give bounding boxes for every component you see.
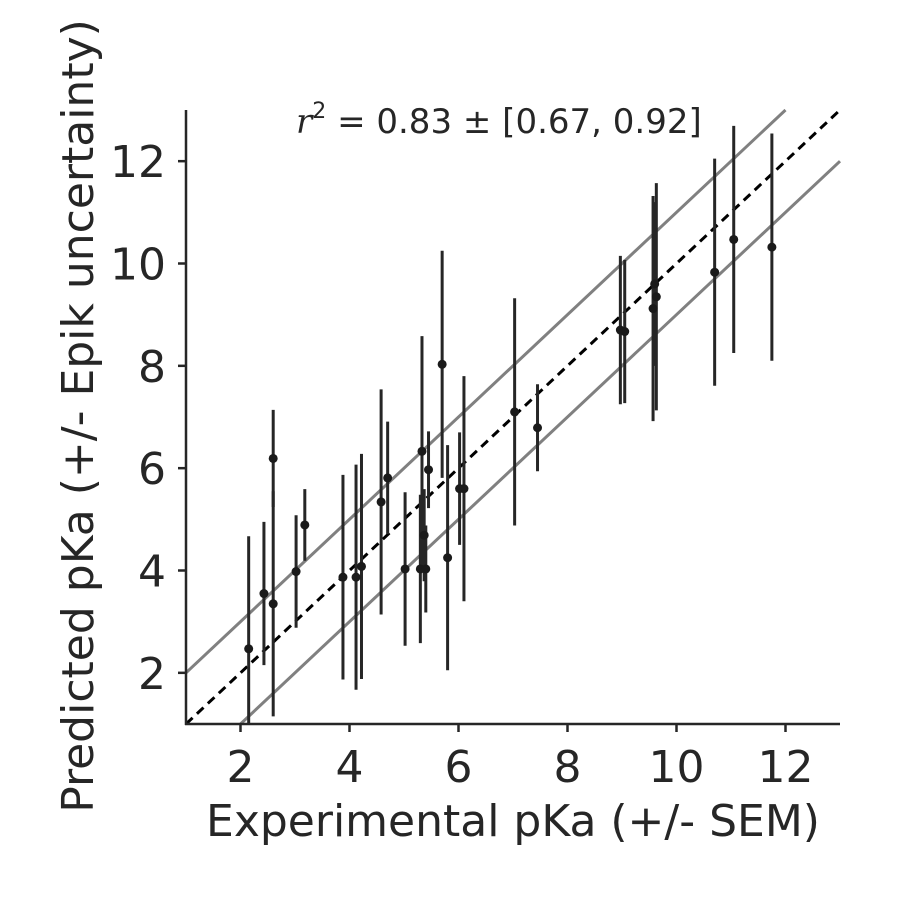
r-squared-value: = 0.83 ± [0.67, 0.92] [326,102,701,142]
data-point-14 [417,446,427,456]
x-tick-label: 10 [649,742,705,793]
data-point-3 [268,453,278,463]
data-point-1 [244,644,254,654]
data-point-6 [300,520,310,530]
data-point-26 [648,304,658,314]
x-tick-label: 2 [227,742,255,793]
data-point-31 [767,242,777,252]
data-point-21 [459,484,469,494]
lower-bound-line [239,160,842,726]
y-tick-label: 12 [110,137,166,188]
x-tick-label: 8 [554,742,582,793]
r-squared-annotation: r2 = 0.83 ± [0.67, 0.92] [296,99,702,142]
reference-lines [184,108,842,726]
y-tick-label: 8 [138,342,166,393]
data-point-7 [338,572,348,582]
upper-bound-line [184,108,787,674]
data-point-28 [651,292,661,302]
data-points [244,234,777,654]
y-tick-label: 10 [110,240,166,291]
y-axis-ticks: 2 4 6 8 10 12 [110,137,186,700]
data-point-17 [424,465,434,475]
data-point-30 [729,234,739,244]
data-point-18 [437,359,447,369]
axes [184,110,840,726]
data-point-5 [291,567,301,577]
y-tick-label: 2 [138,649,166,700]
data-point-8 [351,572,361,582]
y-tick-label: 4 [138,547,166,598]
x-tick-label: 6 [445,742,473,793]
x-tick-label: 4 [336,742,364,793]
r-exponent: 2 [312,99,326,124]
data-point-19 [443,553,453,563]
identity-line [184,108,842,726]
data-point-22 [510,407,520,417]
data-point-11 [383,473,393,483]
data-point-12 [400,564,410,574]
x-tick-label: 12 [758,742,814,793]
y-tick-label: 6 [138,444,166,495]
x-axis-label: Experimental pKa (+/- SEM) [206,796,820,847]
data-point-15 [419,530,429,540]
data-point-2 [259,589,269,599]
data-point-29 [710,267,720,277]
data-point-16 [421,564,431,574]
r-symbol: r [296,102,314,142]
data-point-25 [620,327,630,337]
x-axis-ticks: 2 4 6 8 10 12 [227,724,814,793]
data-point-4 [268,599,278,609]
data-point-10 [376,497,386,507]
data-point-9 [356,561,366,571]
y-axis-label: Predicted pKa (+/- Epik uncertainty) [53,19,104,813]
data-point-23 [533,423,543,433]
data-point-27 [650,279,660,289]
error-bars [247,125,774,724]
